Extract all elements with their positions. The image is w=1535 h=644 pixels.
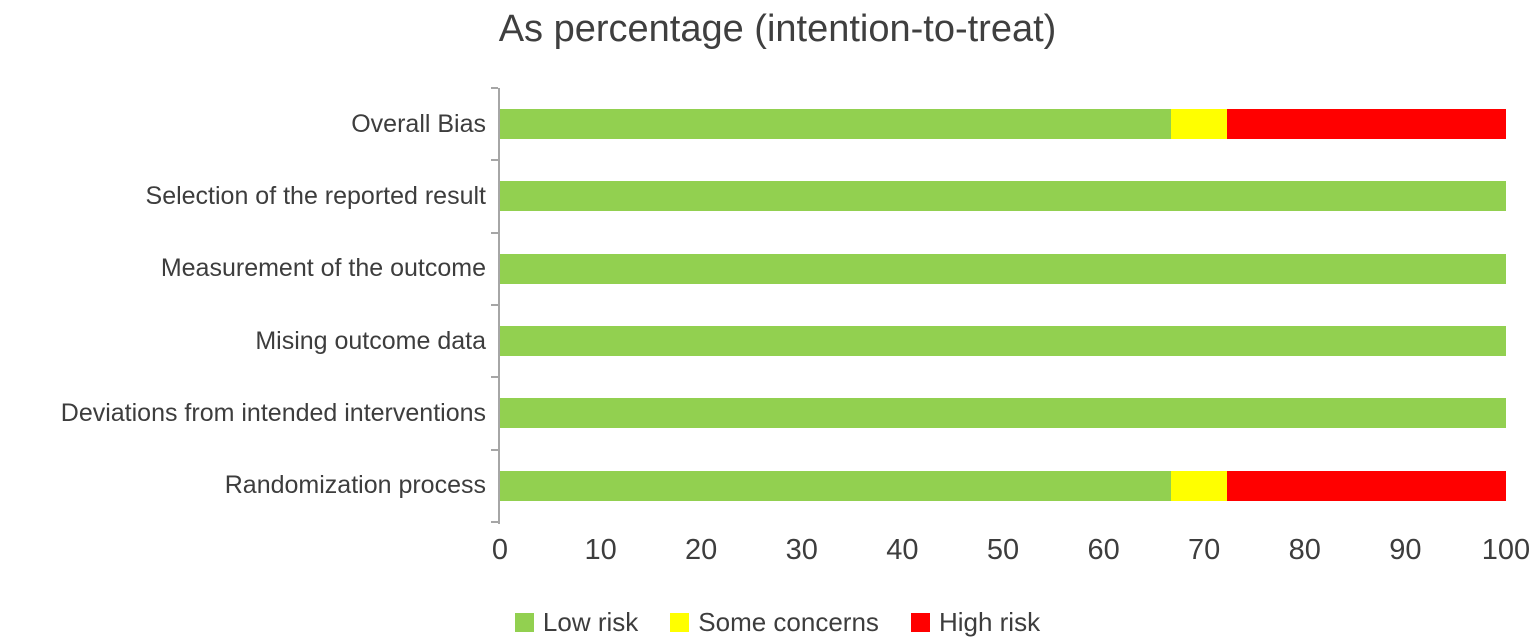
bar-segment-low-risk: [500, 181, 1506, 212]
bar-segment-some-concerns: [1171, 470, 1228, 501]
bar-row: [500, 377, 1506, 449]
category-label: Measurement of the outcome: [160, 254, 486, 283]
y-axis-tick-mark: [491, 304, 498, 306]
x-axis-ticks: 0 10 20 30 40 50 60 70 80 90 100: [492, 534, 1530, 574]
legend-item-high-risk: High risk: [910, 606, 1041, 638]
category-label: Mising outcome data: [255, 326, 486, 355]
legend-swatch: [670, 612, 690, 632]
bar-row: [500, 450, 1506, 522]
bar-row: [500, 160, 1506, 232]
x-axis-tick-label: 30: [785, 534, 818, 566]
category-labels: Overall Bias Selection of the reported re…: [0, 88, 486, 522]
bars-area: [500, 88, 1506, 522]
bar-segment-some-concerns: [1171, 109, 1228, 140]
bar-segment-low-risk: [500, 398, 1506, 429]
bar-row: [500, 88, 1506, 160]
category-label: Deviations from intended interventions: [60, 398, 486, 427]
bar-segment-low-risk: [500, 470, 1171, 501]
category-label: Selection of the reported result: [145, 181, 486, 210]
legend-label: Some concerns: [698, 606, 879, 637]
y-axis-tick-mark: [491, 448, 498, 451]
x-axis-tick-label: 40: [886, 534, 919, 566]
legend-label: High risk: [938, 606, 1041, 637]
y-axis-tick-mark: [491, 521, 498, 523]
y-axis-tick-mark: [491, 159, 498, 162]
bar-row: [500, 233, 1506, 305]
x-axis-tick-label: 20: [685, 534, 718, 566]
y-axis-line: [498, 88, 500, 524]
x-axis-tick-label: 90: [1389, 534, 1422, 566]
bar-segment-low-risk: [500, 253, 1506, 284]
legend-label: Low risk: [542, 606, 639, 637]
bar-segment-high-risk: [1227, 109, 1506, 140]
bar-stack: [500, 326, 1506, 357]
chart-title: As percentage (intention-to-treat): [498, 8, 1057, 50]
y-axis-tick-mark: [491, 376, 498, 379]
x-axis-tick-label: 100: [1481, 534, 1531, 566]
y-axis-tick-mark: [491, 231, 498, 234]
legend-swatch: [910, 612, 930, 632]
x-axis-tick-label: 60: [1087, 534, 1120, 566]
x-axis-tick-label: 0: [491, 534, 509, 566]
bar-stack: [500, 109, 1506, 140]
bar-segment-high-risk: [1227, 470, 1506, 501]
legend: Low risk Some concerns High risk: [0, 602, 1535, 642]
bar-segment-low-risk: [500, 326, 1506, 357]
legend-swatch: [514, 612, 534, 632]
x-axis-tick-label: 80: [1288, 534, 1321, 566]
bar-segment-low-risk: [500, 109, 1171, 140]
bar-stack: [500, 181, 1506, 212]
bar-stack: [500, 253, 1506, 284]
category-label: Randomization process: [224, 471, 486, 500]
x-axis-tick-label: 10: [584, 534, 617, 566]
legend-item-low-risk: Low risk: [514, 606, 639, 638]
legend-item-some-concerns: Some concerns: [670, 607, 879, 638]
x-axis-tick-label: 70: [1188, 534, 1221, 566]
y-axis-tick-mark: [491, 87, 498, 89]
x-axis-tick-label: 50: [986, 534, 1020, 566]
category-label: Overall Bias: [351, 109, 486, 138]
bar-stack: [500, 470, 1506, 501]
bar-row: [500, 305, 1506, 377]
bar-stack: [500, 398, 1506, 429]
